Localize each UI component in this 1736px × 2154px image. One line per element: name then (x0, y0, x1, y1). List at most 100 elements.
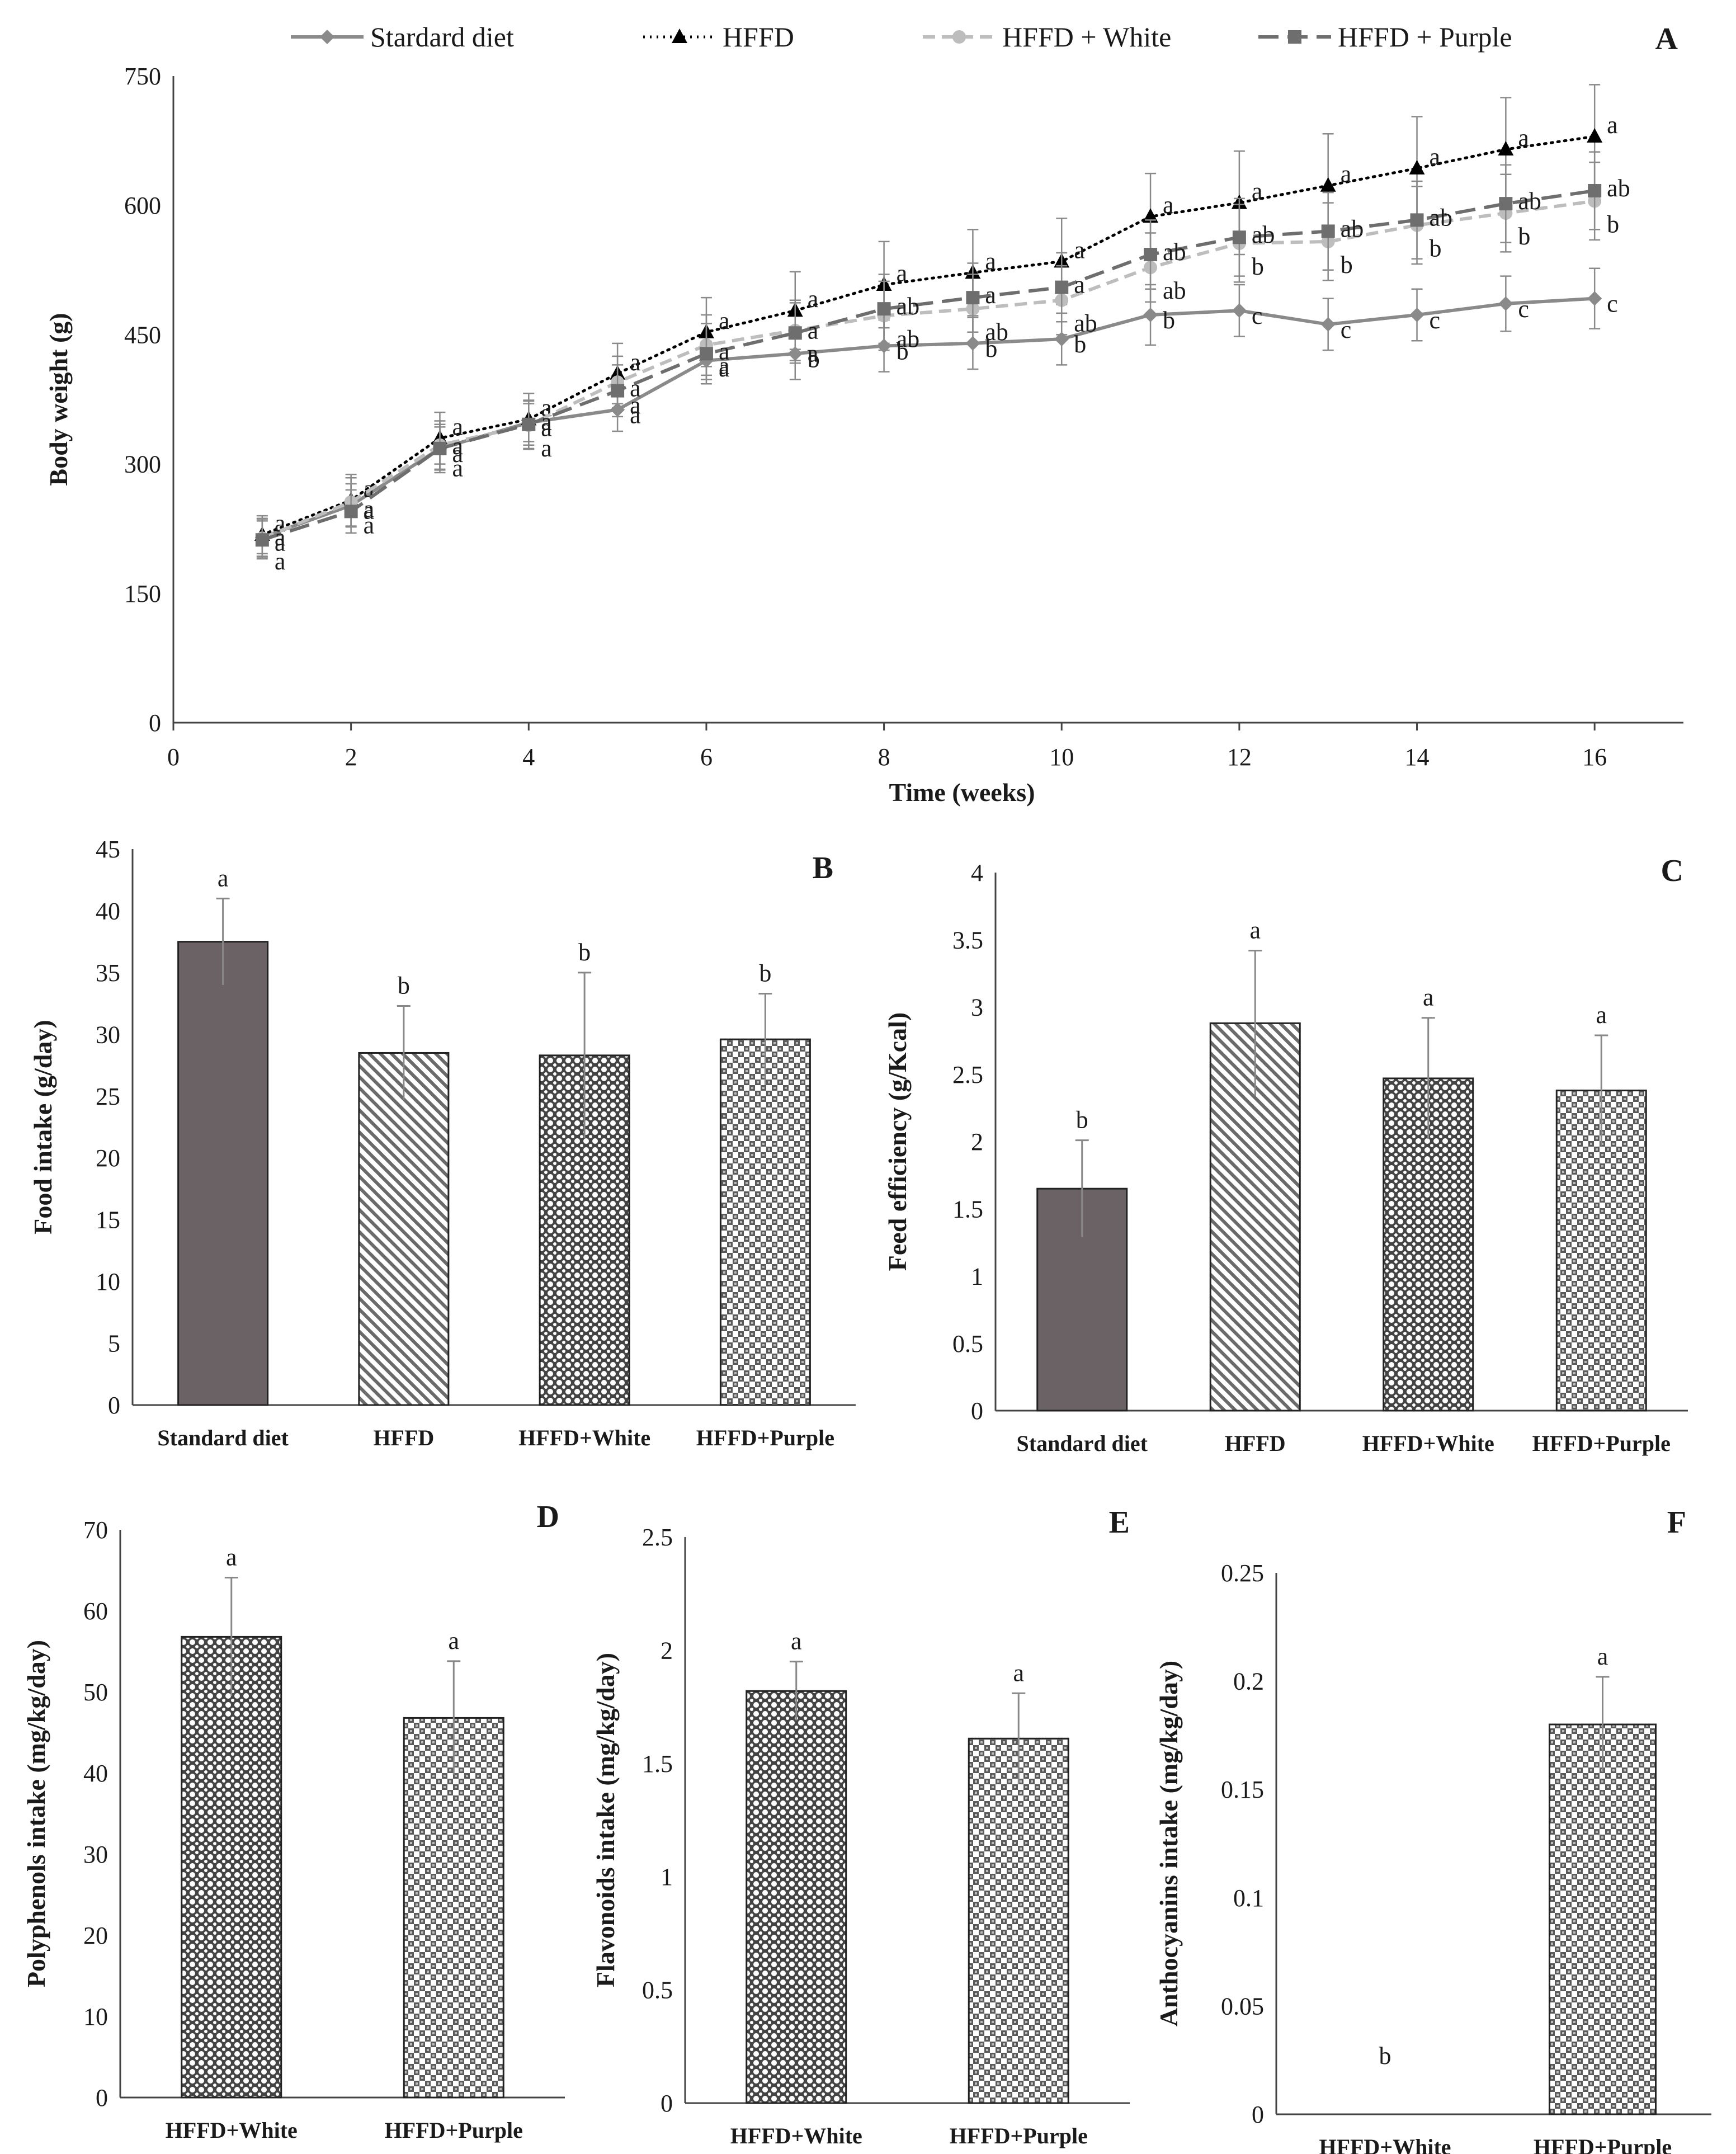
significance-label: a (1074, 271, 1085, 299)
significance-label: a (541, 408, 552, 436)
series-line (261, 189, 1595, 542)
x-axis-label: Time (weeks) (889, 778, 1035, 807)
x-category-label: Standard diet (1017, 1431, 1148, 1456)
x-category-label: HFFD (1225, 1431, 1286, 1456)
y-tick-label: 0 (971, 1397, 983, 1425)
significance-label: a (808, 340, 819, 367)
y-tick-label: 0.1 (1233, 1884, 1264, 1912)
x-tick-label: 14 (1405, 743, 1430, 771)
marker-triangle (1320, 177, 1336, 192)
significance-label: a (448, 1627, 459, 1655)
panel-a-line-chart: Stardard diet HFFD HFFD + White HFFD + Purp… (44, 21, 1683, 807)
bar (177, 941, 269, 1406)
x-category-label: HFFD+White (1319, 2134, 1451, 2154)
y-tick-label: 0.05 (1221, 1992, 1264, 2020)
marker-square (433, 441, 447, 455)
y-tick-label: 2.5 (952, 1061, 983, 1088)
y-tick-label: 30 (96, 1021, 120, 1048)
panel-letter-a: A (1655, 22, 1678, 56)
marker-diamond (320, 30, 334, 44)
marker-square (611, 384, 625, 398)
significance-label: ab (1163, 238, 1186, 266)
panel-letter-d: D (537, 1500, 559, 1534)
marker-square (1499, 197, 1513, 211)
significance-label: a (1163, 191, 1174, 219)
x-tick-label: 10 (1049, 743, 1074, 771)
x-category-label: Standard diet (157, 1425, 289, 1450)
x-category-label: HFFD+Purple (1534, 2134, 1672, 2154)
significance-label: b (1076, 1106, 1088, 1134)
marker-triangle (672, 29, 687, 43)
significance-label: a (541, 414, 552, 442)
significance-label: a (1607, 111, 1618, 139)
y-tick-label: 150 (124, 580, 161, 607)
significance-label: b (759, 959, 771, 987)
significance-label: a (364, 497, 375, 525)
significance-label: a (808, 317, 819, 344)
significance-label: a (630, 375, 641, 402)
significance-label: c (1607, 290, 1618, 318)
significance-label: ab (1163, 277, 1186, 304)
y-tick-label: 0 (1252, 2101, 1264, 2128)
significance-label: a (630, 401, 641, 428)
y-tick-label: 600 (124, 192, 161, 219)
x-category-label: HFFD+Purple (385, 2118, 523, 2143)
y-tick-label: 10 (83, 2003, 108, 2030)
y-tick-label: 450 (124, 321, 161, 348)
y-tick-label: 2 (661, 1637, 673, 1664)
y-tick-label: 750 (124, 63, 161, 90)
panel-letter-b: B (813, 851, 833, 885)
panel-a-legend: Stardard diet HFFD HFFD + White HFFD + Purp… (291, 21, 1512, 53)
bar (746, 1690, 847, 2104)
significance-label: a (1430, 143, 1441, 171)
y-tick-label: 3 (971, 994, 983, 1021)
x-category-label: HFFD+White (730, 2123, 862, 2148)
x-tick-label: 4 (522, 743, 535, 771)
x-tick-label: 6 (700, 743, 713, 771)
panel-f-bar-chart: F Anthocyanins intake (mg/kg/day) 0 0.05 0.1… (1154, 1505, 1711, 2154)
x-tick-label: 0 (167, 743, 180, 771)
significance-label: ab (897, 325, 920, 352)
panel-c-bar-chart: C Feed efficiency (g/Kcal) 0 0.5 1 1.5 2 2.5 3 3.… (883, 854, 1688, 1456)
x-category-label: HFFD+White (166, 2118, 298, 2143)
x-category-label: HFFD+White (518, 1425, 650, 1450)
y-tick-label: 25 (96, 1083, 120, 1110)
significance-label: ab (1341, 215, 1364, 242)
panel-letter-f: F (1667, 1505, 1686, 1540)
y-tick-label: 0.2 (1233, 1668, 1264, 1695)
significance-label: ab (897, 293, 920, 320)
y-tick-label: 40 (83, 1760, 108, 1787)
significance-label: c (1252, 302, 1263, 329)
y-axis-label: Food intake (g/day) (29, 1020, 57, 1234)
significance-label: a (630, 392, 641, 419)
marker-square (877, 302, 891, 316)
y-tick-label: 5 (108, 1330, 120, 1358)
y-tick-label: 0 (108, 1392, 120, 1419)
significance-label: a (226, 1544, 237, 1571)
bar (1549, 1723, 1657, 2115)
marker-square (1055, 280, 1069, 294)
marker-triangle (1498, 141, 1514, 156)
significance-label: ab (985, 318, 1008, 346)
marker-square (966, 291, 980, 305)
significance-label: a (719, 355, 730, 382)
x-tick-label: 16 (1582, 743, 1607, 771)
y-tick-label: 70 (83, 1516, 108, 1544)
significance-label: c (1341, 316, 1352, 343)
significance-label: a (985, 281, 996, 309)
y-tick-label: 0 (96, 2084, 108, 2111)
significance-label: a (791, 1628, 802, 1655)
bar (403, 1717, 504, 2099)
legend-label: Stardard diet (370, 21, 514, 53)
significance-label: a (897, 260, 908, 287)
y-tick-label: 2.5 (642, 1524, 673, 1551)
series-line (261, 135, 1596, 536)
y-tick-label: 10 (96, 1268, 120, 1295)
series-line (261, 199, 1595, 540)
bar (358, 1052, 450, 1406)
x-tick-label: 2 (345, 743, 357, 771)
marker-square (1288, 30, 1301, 44)
